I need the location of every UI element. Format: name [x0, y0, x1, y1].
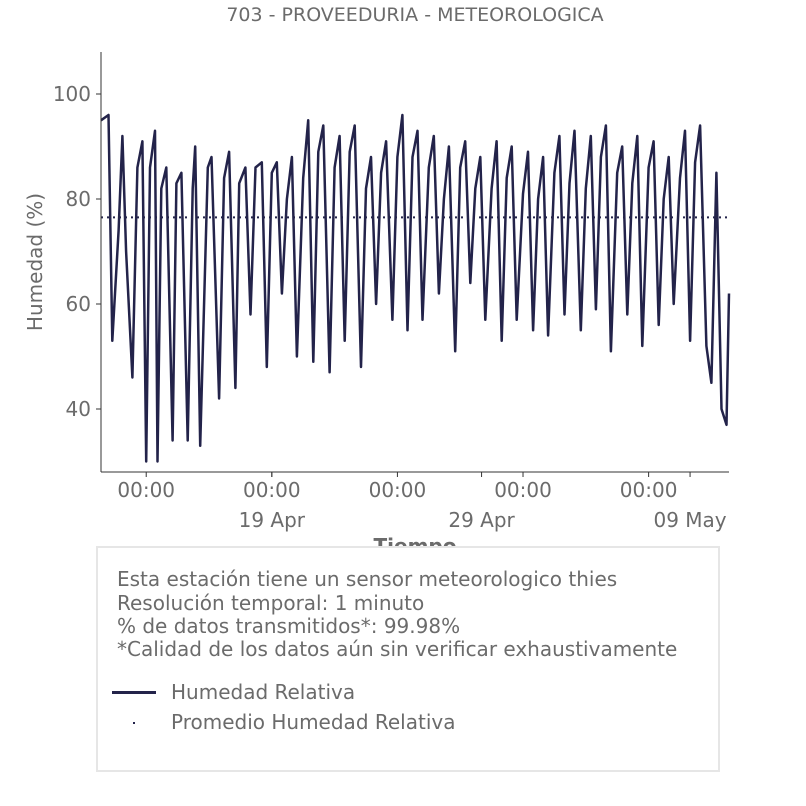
x-tick-label: 00:00	[117, 478, 175, 502]
chart: 703 - PROVEEDURIA - METEOROLOGICA Humeda…	[23, 4, 731, 546]
y-axis-label: Humedad (%)	[23, 193, 47, 331]
legend-line-swatch	[112, 691, 156, 694]
series-humedad-relativa	[100, 113, 731, 463]
info-sensor-text: Esta estación tiene un sensor meteorolog…	[117, 567, 618, 591]
info-quality-text: *Calidad de los datos aún sin verificar …	[117, 637, 678, 661]
x-tick-label: 00:00	[369, 478, 427, 502]
legend-label-humedad: Humedad Relativa	[171, 680, 356, 704]
y-tick-label: 60	[66, 292, 91, 316]
chart-title: 703 - PROVEEDURIA - METEOROLOGICA	[226, 4, 603, 26]
info-legend-box: Esta estación tiene un sensor meteorolog…	[96, 546, 720, 772]
x-tick-label: 00:00	[243, 478, 301, 502]
x-axis-ticks: 00:00 00:00 00:00 00:00 00:00 19 Apr 29 Apr 09 …	[117, 472, 727, 532]
y-tick-label: 80	[66, 187, 91, 211]
x-axis-label: Tiempo	[374, 534, 457, 546]
y-tick-label: 40	[66, 397, 91, 421]
x-tick-label: 00:00	[494, 478, 552, 502]
plot-area	[100, 113, 731, 463]
x-major-tick-label: 19 Apr	[239, 508, 306, 532]
info-transmission-text: % de datos transmitidos*: 99.98%	[117, 614, 461, 638]
legend-label-promedio: Promedio Humedad Relativa	[171, 710, 456, 734]
x-major-tick-label: 29 Apr	[448, 508, 515, 532]
y-axis-ticks: 40 60 80 100	[53, 82, 101, 421]
info-resolution-text: Resolución temporal: 1 minuto	[117, 591, 425, 615]
y-tick-label: 100	[53, 82, 91, 106]
x-tick-label: 00:00	[620, 478, 678, 502]
legend-dot-swatch	[133, 722, 135, 724]
x-major-tick-label: 09 May	[653, 508, 726, 532]
